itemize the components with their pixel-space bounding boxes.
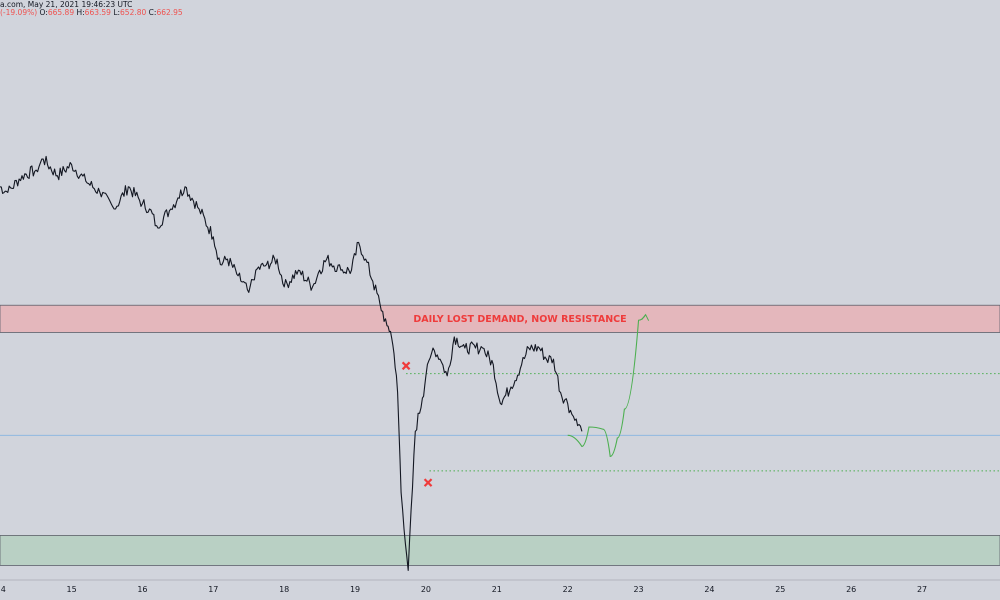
x-tick-label: 22 xyxy=(563,585,573,594)
x-tick-label: 26 xyxy=(846,585,856,594)
ohlc-readout: (-19.09%) O:665.89 H:663.59 L:652.80 C:6… xyxy=(0,8,183,17)
header-source: a.com, May 21, 2021 19:46:23 UTC xyxy=(0,0,132,9)
x-tick-label: 20 xyxy=(421,585,431,594)
x-marker-0 xyxy=(401,361,411,371)
price-line xyxy=(0,155,583,571)
open-value: 665.89 xyxy=(47,8,75,17)
x-tick-label: 15 xyxy=(66,585,76,594)
header-source-text: a.com, May 21, 2021 19:46:23 UTC xyxy=(0,0,133,9)
low-value: 652.80 xyxy=(120,8,147,17)
x-tick-label: 16 xyxy=(137,585,147,594)
x-tick-label: 17 xyxy=(208,585,218,594)
x-marker-stroke xyxy=(401,361,411,371)
resistance-zone xyxy=(0,304,1000,333)
demand-zone xyxy=(0,535,1000,566)
x-tick-label: 19 xyxy=(350,585,360,594)
x-tick-label: 14 xyxy=(0,585,6,594)
x-tick-label: 24 xyxy=(704,585,714,594)
close-value: 662.95 xyxy=(156,8,183,17)
x-marker-stroke xyxy=(423,478,433,487)
projection-path xyxy=(567,314,647,458)
x-tick-label: 18 xyxy=(279,585,289,594)
open-label: O: xyxy=(39,8,48,17)
change-percent: (-19.09%) xyxy=(0,8,38,17)
x-tick-label: 27 xyxy=(917,585,927,594)
projection-arrowhead xyxy=(641,313,650,321)
close-label: C: xyxy=(148,8,157,17)
x-tick-label: 25 xyxy=(775,585,785,594)
x-tick-label: 21 xyxy=(492,585,502,594)
resistance-zone-label: DAILY LOST DEMAND, NOW RESISTANCE xyxy=(413,314,626,325)
x-marker-1 xyxy=(423,478,433,487)
x-tick-label: 23 xyxy=(633,585,643,594)
low-label: L: xyxy=(113,8,121,17)
high-label: H: xyxy=(76,8,85,17)
high-value: 663.59 xyxy=(84,8,111,17)
